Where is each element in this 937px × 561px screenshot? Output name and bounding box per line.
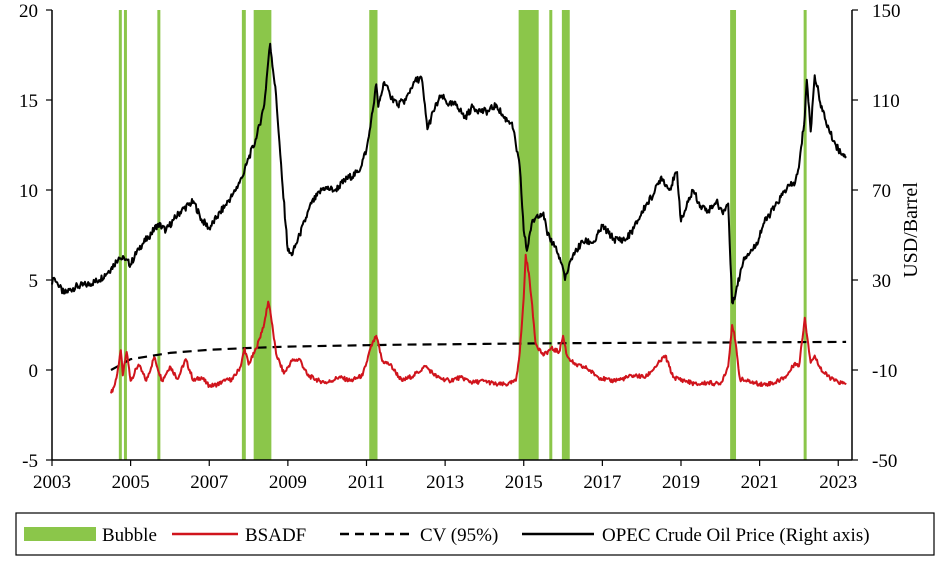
bubble-band-10 (803, 10, 807, 460)
left-y-tick-label: 15 (19, 91, 38, 112)
series-line-opec-crude-oil-price-right-axis (51, 42, 847, 305)
legend: Bubble BSADF CV (95%) OPEC Crude Oil Price … (15, 512, 935, 556)
series-line-bsadf (110, 253, 847, 394)
bubble-band-1 (123, 10, 127, 460)
right-y-tick-label: 70 (872, 181, 891, 202)
bubble-band-4 (253, 10, 272, 460)
right-axis-title: USD/Barrel (900, 182, 922, 278)
x-tick-label: 2009 (269, 472, 307, 493)
x-tick-label: 2007 (190, 472, 228, 493)
legend-swatch-bubble (24, 527, 96, 541)
tick-labels: 2003 2005 2007 2009 2011 2013 2015 2017 2019 2021… (19, 1, 901, 493)
bubble-band-7 (549, 10, 553, 460)
x-tick-label: 2015 (505, 472, 543, 493)
right-y-tick-label: -10 (872, 361, 897, 382)
left-y-tick-label: 10 (19, 181, 38, 202)
bubble-band-5 (369, 10, 378, 460)
bubble-band-2 (157, 10, 161, 460)
axes (51, 10, 853, 461)
right-y-tick-label: 110 (872, 91, 900, 112)
x-tick-label: 2005 (112, 472, 150, 493)
series-line-cv-95 (110, 340, 847, 371)
right-y-tick-label: -50 (872, 451, 897, 472)
legend-label-bsadf: BSADF (245, 525, 306, 546)
x-tick-label: 2011 (348, 472, 385, 493)
left-y-tick-label: 0 (29, 361, 39, 382)
bubble-band-8 (561, 10, 570, 460)
x-tick-label: 2003 (33, 472, 71, 493)
series-layer (51, 42, 847, 394)
x-tick-label: 2019 (662, 472, 700, 493)
legend-box (15, 512, 935, 556)
bubble-bands (118, 10, 807, 460)
legend-label-bubble: Bubble (102, 525, 157, 546)
x-tick-label: 2013 (426, 472, 464, 493)
legend-label-opec-crude-oil-price-right-axis: OPEC Crude Oil Price (Right axis) (602, 525, 870, 546)
x-tick-label: 2021 (741, 472, 779, 493)
right-y-tick-label: 30 (872, 271, 891, 292)
right-y-tick-label: 150 (872, 1, 901, 22)
bubble-band-9 (730, 10, 737, 460)
bubble-band-3 (241, 10, 246, 460)
x-tick-label: 2017 (583, 472, 621, 493)
left-y-tick-label: -5 (22, 451, 38, 472)
left-y-tick-label: 5 (29, 271, 39, 292)
legend-label-cv-95: CV (95%) (420, 525, 498, 546)
x-tick-label: 2023 (819, 472, 857, 493)
left-y-tick-label: 20 (19, 1, 38, 22)
bubble-band-0 (118, 10, 122, 460)
